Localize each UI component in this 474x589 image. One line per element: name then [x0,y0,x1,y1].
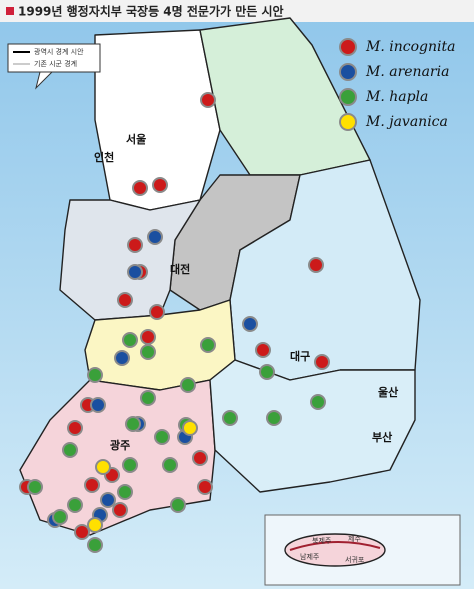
jeju-label: 남제주 [300,552,320,561]
marker [200,337,216,353]
marker [87,367,103,383]
marker [222,410,238,426]
marker [74,524,90,540]
marker [67,420,83,436]
marker [132,180,148,196]
marker [200,92,216,108]
region [59,199,201,321]
jeju-label: 북제주 [312,537,332,545]
marker [27,479,43,495]
marker [152,177,168,193]
marker [162,457,178,473]
marker [112,502,128,518]
city-label: 부산 [372,430,392,444]
boundary-legend [7,43,101,73]
city-label: 대전 [170,262,190,276]
city-label: 인천 [94,150,114,164]
marker [122,457,138,473]
marker [182,420,198,436]
marker [314,354,330,370]
marker [52,509,68,525]
city-label: 울산 [378,385,398,399]
marker [127,264,143,280]
title-icon [6,7,14,15]
marker [140,329,156,345]
jeju-island [284,533,386,567]
legend-label: M. incognita [365,39,455,55]
jeju-label: 서귀포 [345,555,365,564]
city-label: 대구 [290,349,310,363]
marker [259,364,275,380]
marker [122,332,138,348]
marker [127,237,143,253]
marker [308,257,324,273]
regions [19,17,421,536]
marker [84,477,100,493]
marker [90,397,106,413]
marker [140,390,156,406]
legend-label: M. hapla [365,89,428,105]
marker [180,377,196,393]
marker [192,450,208,466]
marker [114,350,130,366]
marker [100,492,116,508]
marker [149,304,165,320]
marker [339,38,357,56]
marker [339,113,357,131]
marker [242,316,258,332]
marker [87,537,103,553]
marker [140,344,156,360]
marker [339,88,357,106]
marker [117,484,133,500]
marker [117,292,133,308]
city-label: 광주 [110,439,130,452]
legend-label: M. javanica [365,114,448,130]
marker [62,442,78,458]
marker [170,497,186,513]
marker [310,394,326,410]
marker [255,342,271,358]
legend-text: 기존 시군 경계 [34,59,77,68]
marker [339,63,357,81]
marker [147,229,163,245]
marker [266,410,282,426]
jeju-label: 제주 [348,535,361,543]
title: 1999년 행정자치부 국장등 4명 전문가가 만든 시안 [18,4,284,19]
jeju-boundary [289,541,381,551]
marker [87,517,103,533]
legend-label: M. arenaria [365,64,449,80]
marker [95,459,111,475]
city-label: 서울 [126,132,146,146]
marker [67,497,83,513]
callout-arrow [35,71,54,90]
marker [125,416,141,432]
marker [154,429,170,445]
title-bar [0,0,474,22]
marker [197,479,213,495]
legend-text: 광역시 경계 시안 [34,47,84,56]
